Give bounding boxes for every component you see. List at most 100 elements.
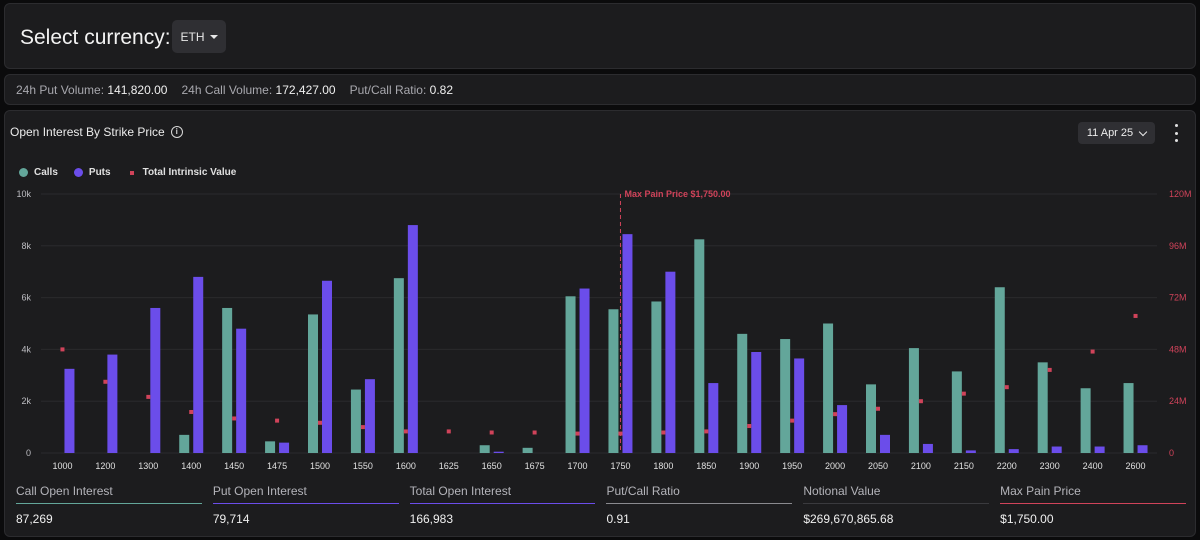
calls-bar (1037, 362, 1048, 453)
metric-label: Call Open Interest (16, 484, 202, 504)
chart-title: Open Interest By Strike Price i (10, 125, 183, 139)
intrinsic-value-point (918, 399, 923, 404)
expiry-date-dropdown[interactable]: 11 Apr 25 (1078, 122, 1155, 144)
x-tick-label: 1900 (739, 461, 759, 471)
intrinsic-value-point (661, 430, 666, 435)
y-left-tick-label: 4k (21, 344, 31, 354)
x-tick-label: 1700 (568, 461, 588, 471)
caret-down-icon (209, 34, 218, 39)
currency-value: ETH (180, 29, 205, 44)
puts-bar (193, 276, 204, 453)
calls-bar (522, 447, 533, 453)
intrinsic-value-point (489, 430, 494, 435)
puts-bar (622, 234, 633, 453)
puts-bar (880, 434, 890, 453)
info-icon[interactable]: i (170, 126, 183, 138)
intrinsic-value-point (103, 379, 108, 384)
puts-bar (751, 351, 762, 453)
y-left-tick-label: 8k (21, 241, 31, 251)
x-tick-label: 2400 (1083, 461, 1103, 471)
put-volume-label: 24h Put Volume: (16, 83, 105, 97)
put-call-ratio-stat: Put/Call Ratio: 0.82 (350, 83, 453, 97)
puts-bar (965, 450, 976, 453)
metric-value: 87,269 (16, 512, 53, 526)
x-tick-label: 1850 (696, 461, 716, 471)
intrinsic-value-point (232, 416, 237, 421)
puts-bar (1094, 446, 1105, 453)
x-tick-label: 1675 (525, 461, 545, 471)
x-tick-label: 1300 (138, 461, 158, 471)
ratio-value: 0.82 (429, 83, 454, 97)
metric-value: 166,983 (409, 512, 454, 526)
metric-4: Notional Value $269,670,865.68 (803, 484, 990, 526)
metric-value: $269,670,865.68 (803, 512, 894, 526)
intrinsic-value-point (704, 429, 709, 434)
puts-bar (1137, 445, 1148, 453)
put-volume-value: 141,820.00 (107, 83, 168, 97)
puts-bar (708, 383, 719, 453)
more-options-icon[interactable] (1172, 124, 1180, 142)
x-tick-label: 1650 (482, 461, 502, 471)
x-tick-label: 1800 (653, 461, 673, 471)
legend-calls[interactable]: Calls (19, 167, 58, 178)
summary-metrics: Call Open Interest 87,269 Put Open Interes… (16, 484, 1186, 526)
intrinsic-value-point (403, 429, 408, 434)
calls-bar (866, 384, 876, 453)
puts-bar (794, 358, 805, 453)
metric-0: Call Open Interest 87,269 (16, 484, 202, 526)
metric-value: $1,750.00 (1000, 512, 1054, 526)
currency-dropdown[interactable]: ETH (172, 20, 226, 53)
metric-value: 79,714 (212, 512, 250, 526)
puts-bar (407, 225, 418, 453)
expiry-date-value: 11 Apr 25 (1086, 127, 1134, 139)
calls-bar (565, 296, 576, 453)
x-tick-label: 1475 (267, 461, 287, 471)
y-right-tick-label: 72M (1169, 293, 1187, 303)
puts-bar (493, 451, 504, 453)
intrinsic-value-point (1133, 313, 1138, 318)
intrinsic-value-point (747, 424, 752, 429)
puts-bar (665, 271, 676, 453)
legend-intrinsic[interactable]: Total Intrinsic Value (127, 167, 236, 178)
intrinsic-value-point (146, 394, 151, 399)
metric-label: Max Pain Price (1000, 484, 1186, 504)
puts-bar (364, 379, 375, 453)
intrinsic-value-point (790, 418, 795, 423)
intrinsic-value-point (60, 347, 65, 352)
intrinsic-value-point (833, 412, 838, 417)
ratio-label: Put/Call Ratio: (349, 83, 427, 97)
intrinsic-value-point (876, 406, 880, 411)
calls-bar (651, 301, 662, 453)
intrinsic-value-point (360, 425, 365, 430)
calls-bar (780, 339, 791, 453)
x-tick-label: 1200 (95, 461, 115, 471)
metric-label: Notional Value (803, 484, 990, 504)
call-volume-stat: 24h Call Volume: 172,427.00 (181, 83, 335, 97)
intrinsic-value-point (961, 391, 966, 396)
metric-label: Total Open Interest (409, 484, 596, 504)
y-right-tick-label: 96M (1169, 241, 1187, 251)
select-currency-label: Select currency: (20, 26, 171, 49)
metric-2: Total Open Interest 166,983 (409, 484, 596, 526)
puts-bar (922, 443, 933, 453)
call-volume-label: 24h Call Volume: (181, 83, 273, 97)
x-tick-label: 1950 (782, 461, 802, 471)
x-tick-label: 1400 (181, 461, 201, 471)
metric-5: Max Pain Price $1,750.00 (1000, 484, 1186, 526)
calls-bar (1123, 383, 1134, 453)
x-tick-label: 2150 (954, 461, 974, 471)
x-tick-label: 2000 (825, 461, 845, 471)
calls-bar (823, 323, 834, 453)
intrinsic-value-point (1090, 349, 1095, 354)
y-left-tick-label: 6k (21, 293, 31, 303)
puts-bar (1051, 446, 1062, 453)
calls-bar (222, 307, 233, 453)
intrinsic-value-point (1047, 367, 1052, 372)
open-interest-panel: Open Interest By Strike Price i 11 Apr 2… (4, 110, 1196, 537)
puts-bar (837, 405, 848, 453)
legend-puts[interactable]: Puts (73, 167, 111, 178)
calls-dot-icon (19, 168, 28, 177)
x-tick-label: 2200 (997, 461, 1017, 471)
x-tick-label: 1625 (439, 461, 459, 471)
calls-bar (265, 441, 276, 453)
